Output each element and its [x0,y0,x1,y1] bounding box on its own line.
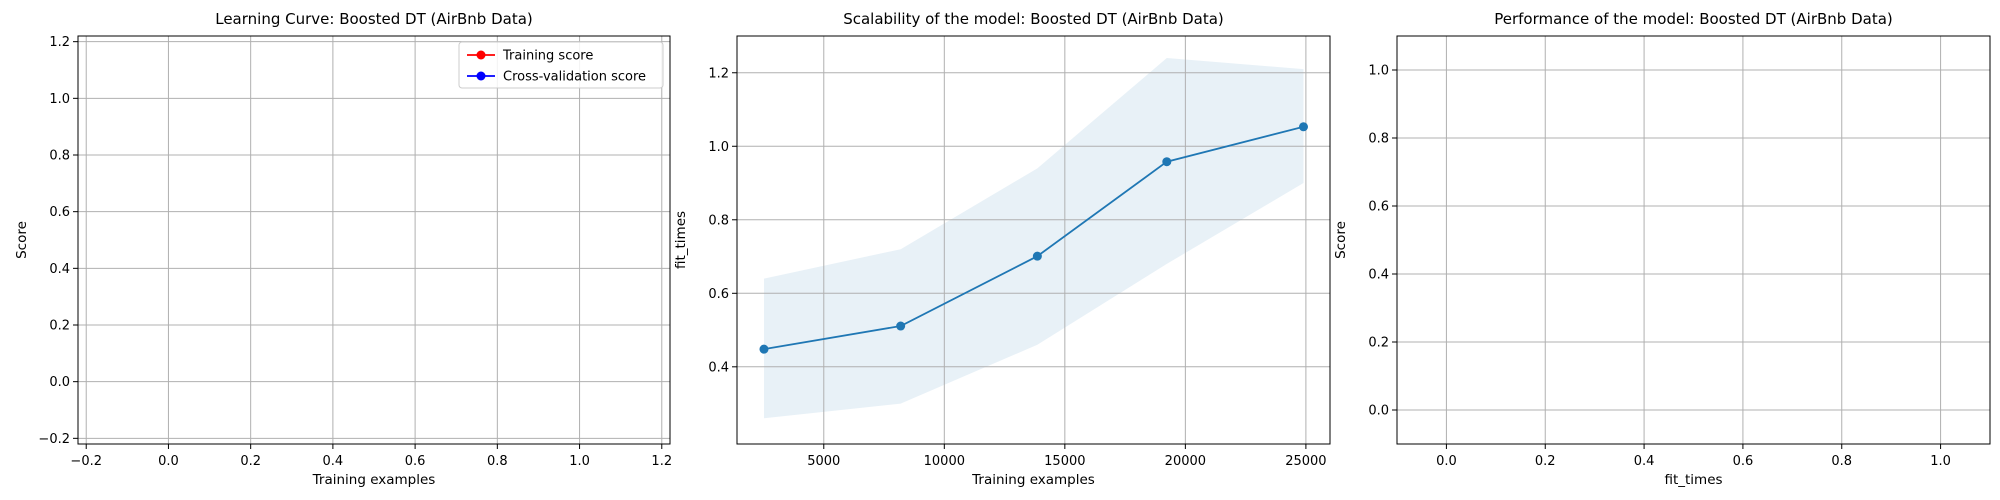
x-tick-label: 25000 [1285,454,1326,469]
x-tick-label: 20000 [1165,454,1206,469]
legend-label: Training score [502,49,593,64]
y-tick-label: 1.0 [49,92,70,107]
y-tick-label: 0.4 [1368,268,1389,283]
y-tick-label: 0.8 [49,149,70,164]
data-point [1298,122,1308,132]
y-axis-label: Score [1333,221,1349,259]
x-tick-label: −0.2 [70,454,102,469]
y-tick-label: 0.8 [1368,132,1389,147]
x-tick-label: 5000 [807,454,840,469]
x-axis-label: Training examples [971,472,1095,488]
y-tick-label: 0.6 [1368,200,1389,215]
y-tick-label: 0.6 [708,287,729,302]
x-axis-label: Training examples [312,472,436,488]
plot-area [78,36,670,444]
x-tick-label: 0.8 [487,454,508,469]
chart-title: Performance of the model: Boosted DT (Ai… [1494,10,1893,28]
chart-title: Scalability of the model: Boosted DT (Ai… [843,10,1224,28]
y-tick-label: 0.6 [49,205,70,220]
legend-box [458,41,664,89]
y-tick-label: 1.2 [49,35,70,50]
x-tick-label: 0.0 [1436,454,1457,469]
data-point [1162,157,1172,167]
legend-marker [476,50,486,60]
x-tick-label: 1.2 [651,454,672,469]
x-tick-label: 0.0 [158,454,179,469]
plot-area [737,36,1330,444]
chart-2: 5000 10000 15000 20000 25000 0.4 0.6 0.8 1.0 1.2 S… [673,10,1331,488]
y-tick-label: 0.4 [49,262,70,277]
axes-frame [1396,35,1991,445]
legend: Training score Cross-validation score [458,41,664,89]
data-point [759,344,769,354]
y-tick-label: 0.4 [708,360,729,375]
y-tick-label: 0.2 [1368,336,1389,351]
x-tick-label: 0.6 [405,454,426,469]
x-tick-label: 15000 [1044,454,1085,469]
x-tick-label: 0.6 [1733,454,1754,469]
y-tick-label: −0.2 [38,432,70,447]
x-axis-label: fit_times [1664,472,1722,488]
chart-3: 0.0 0.2 0.4 0.6 0.8 1.0 0.0 0.2 0.4 0.6 0.8 1.0 Perf… [1333,10,1991,488]
y-tick-label: 1.2 [708,66,729,81]
y-tick-label: 0.0 [49,375,70,390]
x-tick-label: 0.8 [1831,454,1852,469]
plot-area [1397,36,1990,444]
x-tick-label: 1.0 [1930,454,1951,469]
axes-frame [736,35,1331,445]
data-point [896,321,906,331]
chart-1: −0.2 0.0 0.2 0.4 0.6 0.8 1.0 1.2 −0.2 0.0 0.2 0.4 0.… [14,10,672,488]
x-tick-label: 0.4 [323,454,344,469]
x-tick-label: 0.2 [1535,454,1556,469]
y-tick-label: 0.8 [708,213,729,228]
axes-frame [77,35,671,445]
x-tick-label: 0.4 [1634,454,1655,469]
x-tick-label: 1.0 [569,454,590,469]
legend-label: Cross-validation score [503,70,646,85]
y-axis-label: Score [14,221,30,259]
y-tick-label: 0.2 [49,319,70,334]
data-point [1032,251,1042,261]
y-tick-label: 0.0 [1368,404,1389,419]
legend-marker [476,71,486,81]
y-tick-label: 1.0 [1368,64,1389,79]
y-tick-label: 1.0 [708,140,729,155]
x-tick-label: 10000 [924,454,965,469]
chart-title: Learning Curve: Boosted DT (AirBnb Data) [215,10,533,28]
x-tick-label: 0.2 [240,454,261,469]
y-axis-label: fit_times [673,211,689,269]
